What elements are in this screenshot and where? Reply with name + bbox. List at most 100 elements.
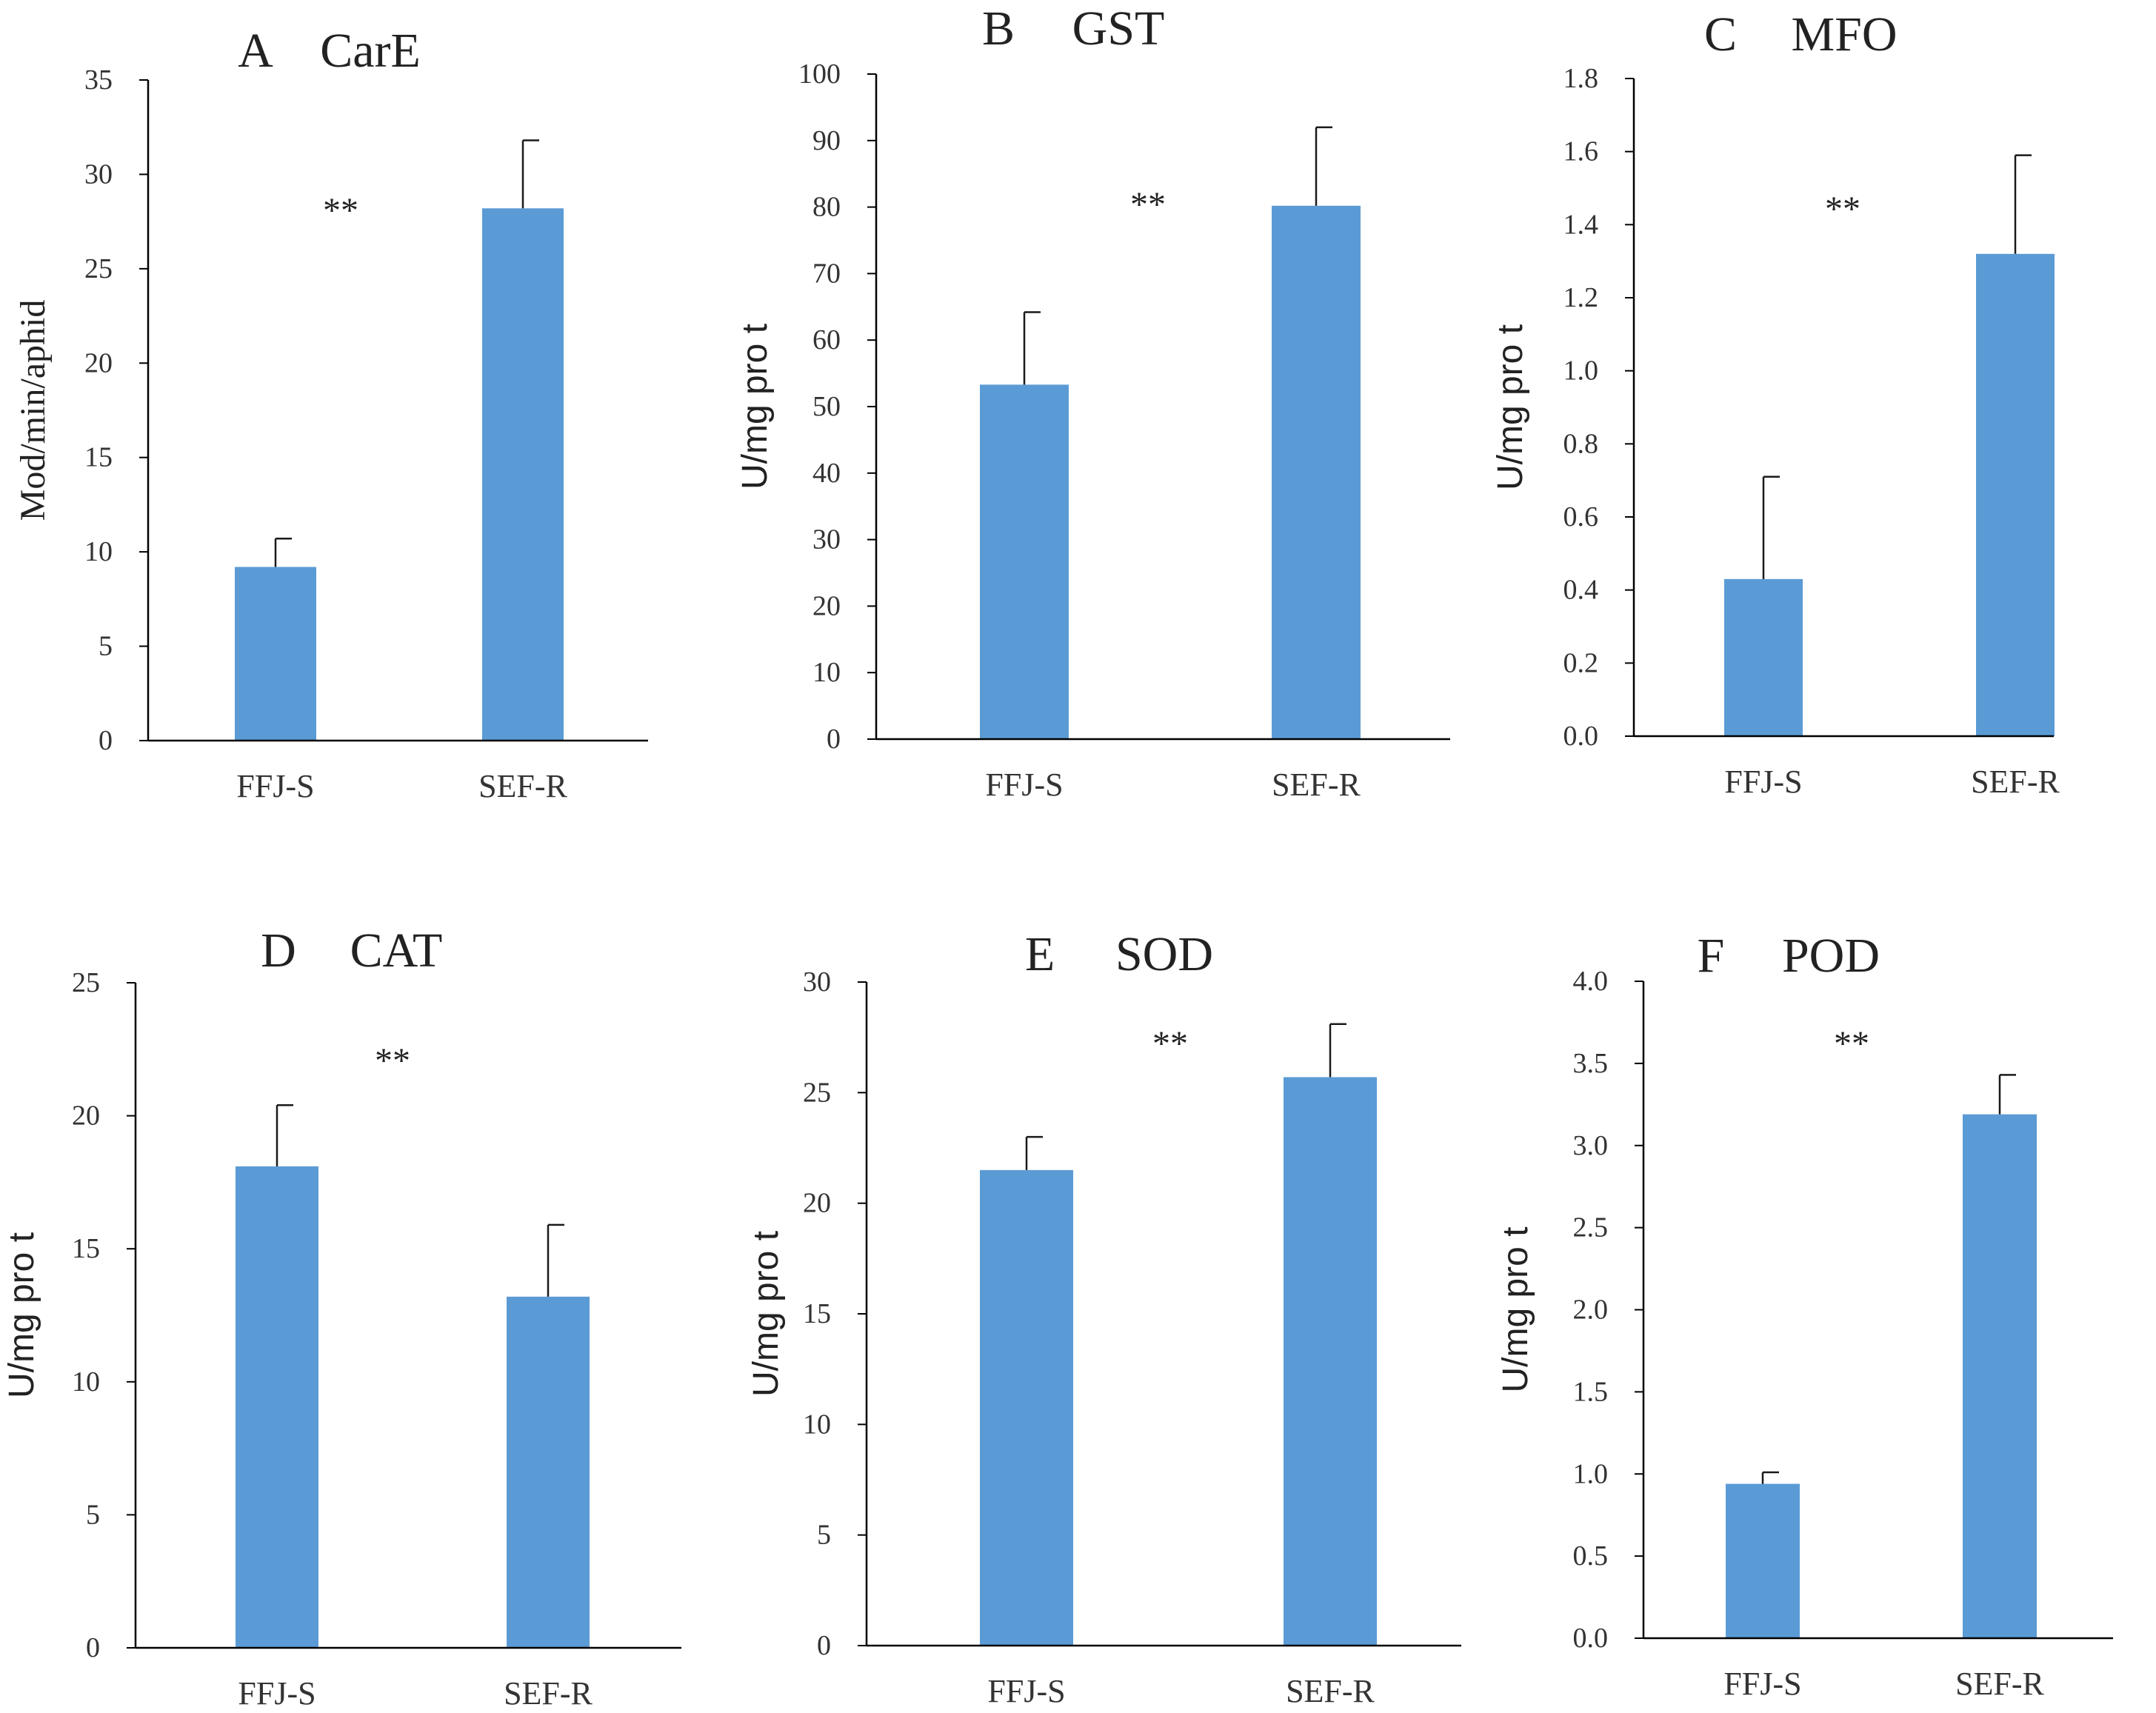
y-tick-label: 1.4 [1563,209,1599,240]
y-tick-label: 30 [803,966,831,998]
x-tick-label: SEF-R [478,768,567,804]
y-tick-label: 90 [812,125,841,156]
bar-sef-r [507,1296,590,1648]
y-tick-label: 20 [812,590,841,621]
y-tick-label: 20 [72,1101,100,1132]
y-tick-label: 3.0 [1573,1130,1609,1161]
y-tick-label: 5 [99,631,113,662]
y-tick-label: 40 [812,458,841,489]
y-axis-label: U/mg pro t [1496,1226,1535,1392]
significance-annotation: ** [1825,190,1860,229]
y-tick-label: 30 [84,158,113,190]
chart-title: SOD [1115,927,1213,981]
bar-sef-r [482,208,564,741]
y-tick-label: 10 [812,657,841,688]
y-tick-label: 70 [812,258,841,289]
chart-panel-a: A CarE Mod/min/aphid 0 5 10 15 20 25 30 35 FFJ-S SEF… [13,24,648,804]
panel-letter: F [1698,929,1725,983]
y-tick-label: 25 [72,967,100,998]
y-tick-label: 0.0 [1563,721,1599,752]
chart-panel-f: F POD U/mg pro t 0.0 0.5 1.0 1.5 2.0 2.5 3.0 3.5 4.… [1496,929,2113,1702]
y-tick-label: 25 [84,253,113,284]
y-tick-label: 5 [817,1520,831,1551]
y-tick-label: 10 [72,1366,100,1398]
y-tick-label: 60 [812,324,841,355]
chart-panel-e: E SOD U/mg pro t 0 5 10 15 20 25 30 FFJ-S SEF-R ** [747,927,1461,1709]
bar-sef-r [1284,1077,1377,1646]
bar-sef-r [1976,253,2055,736]
y-tick-label: 3.5 [1573,1048,1609,1079]
y-tick-label: 0 [827,724,841,755]
bar-sef-r [1963,1114,2037,1638]
x-tick-label: SEF-R [504,1675,593,1712]
panel-letter: A [238,24,273,78]
y-tick-label: 0.0 [1573,1623,1609,1654]
y-tick-label: 1.5 [1573,1376,1609,1407]
y-tick-label: 0 [817,1630,831,1661]
x-tick-label: FFJ-S [987,1673,1065,1709]
y-tick-label: 20 [803,1188,831,1219]
y-tick-label: 0.5 [1573,1540,1609,1572]
x-tick-label: FFJ-S [1723,1666,1801,1702]
bar-sef-r [1272,205,1361,740]
significance-annotation: ** [1130,185,1166,224]
bar-ffj-s [235,567,316,741]
significance-annotation: ** [1152,1024,1188,1063]
bar-ffj-s [980,384,1069,739]
y-axis-label: U/mg pro t [747,1231,786,1397]
y-tick-label: 1.0 [1573,1458,1609,1489]
y-axis-label: U/mg pro t [735,324,775,490]
panel-letter: B [982,1,1015,56]
panel-letter: E [1025,927,1055,981]
significance-annotation: ** [375,1041,410,1081]
y-tick-label: 25 [803,1077,831,1108]
y-tick-label: 80 [812,192,841,223]
bar-ffj-s [980,1169,1073,1646]
y-axis-label: U/mg pro t [1491,324,1530,490]
chart-title: CAT [350,924,443,978]
y-axis-label: U/mg pro t [2,1232,41,1398]
y-tick-label: 0.6 [1563,501,1599,532]
x-tick-label: FFJ-S [1724,764,1802,800]
bar-ffj-s [1724,578,1803,736]
chart-title: CarE [320,24,421,78]
y-tick-label: 0.2 [1563,647,1599,678]
y-tick-label: 0 [99,725,113,756]
chart-panel-c: C MFO U/mg pro t 0.0 0.2 0.4 0.6 0.8 1.0 1.2 1.4 1.… [1491,7,2060,800]
chart-title: POD [1782,929,1880,983]
x-tick-label: SEF-R [1971,764,2060,800]
x-tick-label: SEF-R [1272,767,1361,803]
y-tick-label: 1.8 [1563,63,1599,94]
chart-panel-d: D CAT U/mg pro t 0 5 10 15 20 25 FFJ-S SEF-R ** [2,924,681,1712]
y-tick-label: 0 [86,1632,100,1663]
y-tick-label: 100 [798,59,841,90]
x-tick-label: FFJ-S [236,768,314,804]
bar-ffj-s [1726,1483,1800,1638]
chart-panel-b: B GST U/mg pro t 0 10 20 30 40 50 60 70 80 90 100 FFJ-… [735,1,1450,803]
y-tick-label: 0.8 [1563,428,1599,459]
x-tick-label: SEF-R [1286,1673,1375,1709]
y-tick-label: 30 [812,524,841,555]
x-tick-label: SEF-R [1955,1666,2044,1702]
y-tick-label: 1.0 [1563,355,1599,387]
panel-letter: C [1704,7,1737,61]
y-tick-label: 15 [84,442,113,473]
bar-ffj-s [236,1166,318,1648]
x-tick-label: FFJ-S [238,1675,316,1712]
y-axis-label: Mod/min/aphid [13,300,53,521]
x-tick-label: FFJ-S [985,767,1063,803]
y-tick-label: 0.4 [1563,575,1599,606]
y-tick-label: 20 [84,347,113,378]
y-tick-label: 1.2 [1563,282,1599,313]
y-tick-label: 4.0 [1573,966,1609,997]
y-tick-label: 10 [803,1409,831,1440]
panel-letter: D [261,924,296,978]
y-tick-label: 50 [812,391,841,422]
y-tick-label: 15 [72,1233,100,1264]
chart-title: MFO [1791,7,1897,61]
y-tick-label: 1.6 [1563,136,1599,167]
significance-annotation: ** [1834,1024,1869,1063]
y-tick-label: 15 [803,1298,831,1329]
significance-annotation: ** [323,191,358,230]
